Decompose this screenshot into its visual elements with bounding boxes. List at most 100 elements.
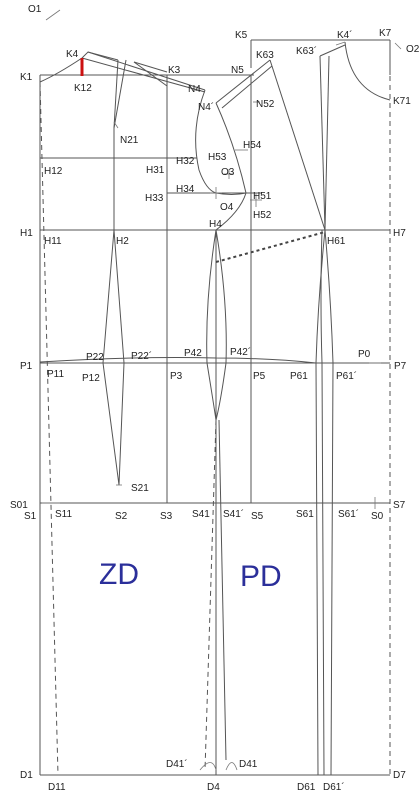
label-p3: P3 [170,371,183,382]
n21-tick [113,121,119,129]
label-h61: H61 [327,236,346,247]
side-seam-lower-2 [218,419,227,761]
front-panel-label: PD [240,560,282,593]
label-s41: S41 [192,509,210,520]
label-o3: O3 [221,167,235,178]
label-d61: D61 [297,782,316,793]
label-h1: H1 [20,228,33,239]
label-p22p: P22´ [131,350,152,362]
label-s01: S01 [10,500,28,511]
back-shoulder-line [81,57,206,93]
label-p42: P42 [184,348,202,359]
front-piece [215,41,391,231]
label-s0: S0 [371,511,384,522]
label-h11: H11 [44,236,62,247]
label-d61p: D61´ [323,781,345,793]
label-k1: K1 [20,72,33,83]
label-p0: P0 [358,349,371,360]
side-dashed [204,419,217,771]
back-panel-label: ZD [99,558,139,591]
cross-markers [45,9,402,486]
label-p7: P7 [394,361,407,372]
waist-curve [39,357,317,364]
label-k63: K63 [256,50,274,61]
front-armhole [215,102,247,231]
label-s11: S11 [55,509,72,520]
label-n52: N52 [256,99,275,110]
construction-lines [39,39,391,776]
label-d4: D4 [207,782,220,793]
label-s2: S2 [115,511,128,522]
label-h51: H51 [253,191,272,202]
label-o4: O4 [220,202,234,213]
label-d7: D7 [393,770,406,781]
back-dart-upper-2 [113,59,127,129]
front-shoulder-line [215,59,271,104]
label-s7: S7 [393,500,406,511]
front-panel-seam [319,55,326,231]
label-h53: H53 [208,152,227,163]
label-h4: H4 [209,219,222,230]
front-shoulder-line-2 [221,65,273,109]
label-d41: D41 [239,759,258,770]
label-h34: H34 [176,184,195,195]
front-seam-left [315,229,326,776]
label-s21: S21 [131,483,149,494]
label-s41p: S41´ [223,508,244,520]
label-h54: H54 [243,140,262,151]
label-s61: S61 [296,509,314,520]
label-k71: K71 [393,96,411,107]
back-neck-curve [39,51,119,83]
dart-transfer-line [215,231,326,263]
shoulder-dart-bottom [133,61,168,87]
seam-lines [39,229,334,776]
front-seam-mid [320,229,325,776]
label-p5: P5 [253,371,266,382]
d41p-arc [199,762,217,771]
point-labels: O1 O2 K1 K4 K12 K3 N4 K5 K63 K63´ K4´ K7… [10,4,419,793]
label-h31: H31 [146,165,165,176]
label-k4: K4 [66,49,79,60]
label-h52: H52 [253,210,272,221]
shoulder-dart-top [133,61,168,73]
label-h12: H12 [44,166,63,177]
d41-arc [225,762,238,771]
label-o1: O1 [28,4,42,15]
label-s1: S1 [24,511,37,522]
back-center-dashed [39,81,59,776]
back-armhole [195,89,247,195]
k4p-tick [335,41,346,46]
label-n21: N21 [120,135,139,146]
label-p61p: P61´ [336,370,357,382]
label-h33: H33 [145,193,164,204]
back-waist-dart [102,229,125,486]
o2-tick [394,42,402,50]
front-seam-right [324,229,334,776]
label-s3: S3 [160,511,173,522]
front-panel-seam-left [269,59,326,231]
label-p61: P61 [290,371,308,382]
label-n4p: N4´ [198,101,214,113]
front-panel-seam-2 [324,55,330,231]
label-d41p: D41´ [166,758,188,770]
label-k3: K3 [168,65,181,76]
label-d11: D11 [48,782,66,793]
label-s61p: S61´ [338,508,359,520]
label-p42p: P42´ [230,346,251,358]
label-n4: N4 [188,84,201,95]
label-k5: K5 [235,30,248,41]
label-p22: P22 [86,352,104,363]
label-s5: S5 [251,511,264,522]
label-h32: H32 [176,156,195,167]
label-d1: D1 [20,770,33,781]
front-neck-top [319,44,346,57]
label-h2: H2 [116,236,129,247]
label-n5: N5 [231,65,244,76]
label-p1: P1 [20,361,33,372]
label-k7: K7 [379,28,392,39]
back-piece [39,51,247,486]
label-h7: H7 [393,228,406,239]
label-k4p: K4´ [337,29,353,41]
